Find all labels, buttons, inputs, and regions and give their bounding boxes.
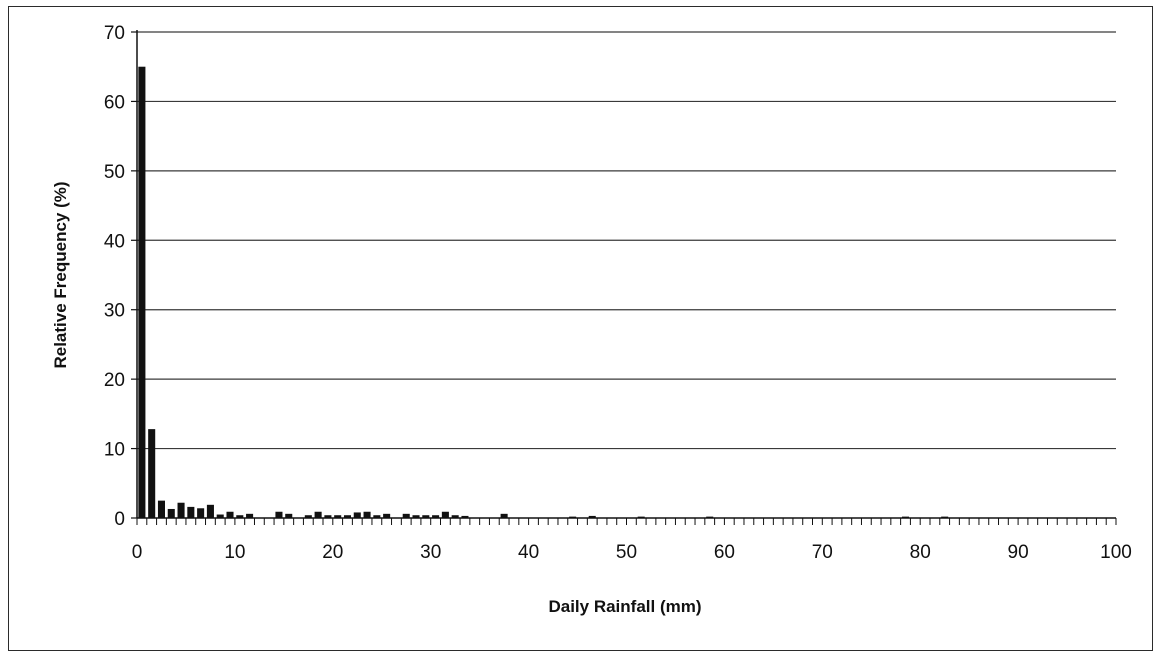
bar-20: [324, 515, 332, 518]
x-tick-label-50: 50: [616, 542, 637, 563]
bar-18: [304, 515, 312, 518]
bar-5: [177, 502, 185, 518]
bar-47: [588, 515, 596, 518]
x-tick-label-70: 70: [812, 542, 833, 563]
x-tick-label-80: 80: [910, 542, 931, 563]
x-tick-label-0: 0: [132, 542, 143, 563]
bar-1: [138, 66, 146, 519]
bar-30: [422, 515, 430, 518]
bar-7: [197, 508, 205, 518]
chart-frame: [8, 6, 1153, 651]
bar-26: [383, 513, 391, 518]
y-tick-label-60: 60: [104, 92, 125, 113]
bar-8: [206, 504, 214, 518]
bar-12: [246, 513, 254, 518]
bar-33: [451, 515, 459, 518]
y-tick-label-10: 10: [104, 440, 125, 461]
x-tick-label-20: 20: [322, 542, 343, 563]
bar-31: [432, 515, 440, 518]
x-tick-label-10: 10: [224, 542, 245, 563]
bar-10: [226, 511, 234, 518]
x-tick-label-30: 30: [420, 542, 441, 563]
bar-29: [412, 515, 420, 518]
bar-3: [157, 500, 165, 518]
bar-38: [500, 513, 508, 518]
bar-21: [334, 515, 342, 518]
bar-34: [461, 515, 469, 518]
bar-28: [402, 513, 410, 518]
x-tick-label-90: 90: [1008, 542, 1029, 563]
x-tick-label-40: 40: [518, 542, 539, 563]
bar-6: [187, 506, 195, 518]
x-axis-label: Daily Rainfall (mm): [548, 597, 701, 616]
y-tick-labels: 0 10 20 30 40 50 60 70: [104, 23, 125, 530]
bar-25: [373, 515, 381, 518]
bar-11: [236, 515, 244, 518]
y-axis-label: Relative Frequency (%): [51, 181, 70, 368]
y-tick-label-40: 40: [104, 231, 125, 252]
y-tick-label-70: 70: [104, 23, 125, 44]
bar-2: [148, 429, 156, 518]
bar-16: [285, 513, 293, 518]
x-tick-label-100: 100: [1100, 542, 1132, 563]
y-tick-label-50: 50: [104, 162, 125, 183]
axes: [131, 30, 1117, 525]
bar-15: [275, 511, 283, 518]
y-tick-label-30: 30: [104, 301, 125, 322]
x-tick-label-60: 60: [714, 542, 735, 563]
bars: [138, 66, 949, 519]
y-tick-label-0: 0: [114, 509, 125, 530]
bar-32: [441, 511, 449, 518]
bar-19: [314, 511, 322, 518]
x-tick-labels: 0 10 20 30 40 50 60 70 80 90 100: [132, 542, 1132, 563]
bar-24: [363, 511, 371, 518]
bar-23: [353, 512, 361, 518]
bar-9: [216, 514, 224, 518]
y-tick-label-20: 20: [104, 370, 125, 391]
bar-4: [167, 508, 175, 518]
bar-22: [343, 515, 352, 518]
grid-lines: [137, 31, 1116, 450]
